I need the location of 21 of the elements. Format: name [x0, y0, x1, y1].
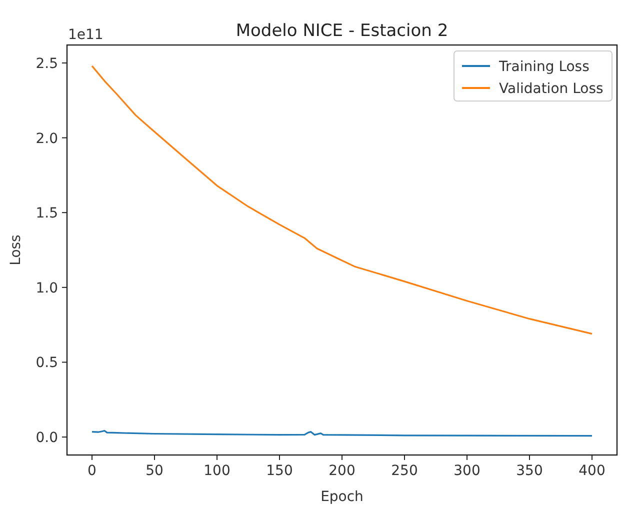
x-tick-label: 300: [454, 463, 480, 479]
x-tick-label: 400: [578, 463, 606, 479]
y-tick-label: 0.0: [36, 430, 58, 446]
chart-title: Modelo NICE - Estacion 2: [236, 21, 448, 41]
legend-label: Training Loss: [498, 59, 590, 75]
x-tick-label: 50: [146, 463, 164, 479]
x-tick-label: 0: [88, 463, 96, 479]
x-tick-label: 200: [328, 463, 356, 479]
y-tick-label: 0.5: [36, 355, 58, 372]
x-tick-label: 100: [204, 463, 230, 479]
y-tick-label: 2.0: [36, 130, 58, 147]
x-tick-label: 350: [516, 463, 543, 479]
y-axis-title: Loss: [8, 234, 24, 266]
y-tick-label: 1.5: [36, 206, 58, 222]
text: 1e11: [68, 27, 104, 43]
y-tick-label: 2.5: [36, 56, 58, 72]
x-tick-label: 150: [266, 463, 293, 479]
y-tick-label: 1.0: [36, 280, 58, 296]
x-tick-label: 250: [391, 463, 418, 479]
x-axis-title: Epoch: [320, 489, 364, 505]
legend-label: Validation Loss: [499, 81, 604, 97]
